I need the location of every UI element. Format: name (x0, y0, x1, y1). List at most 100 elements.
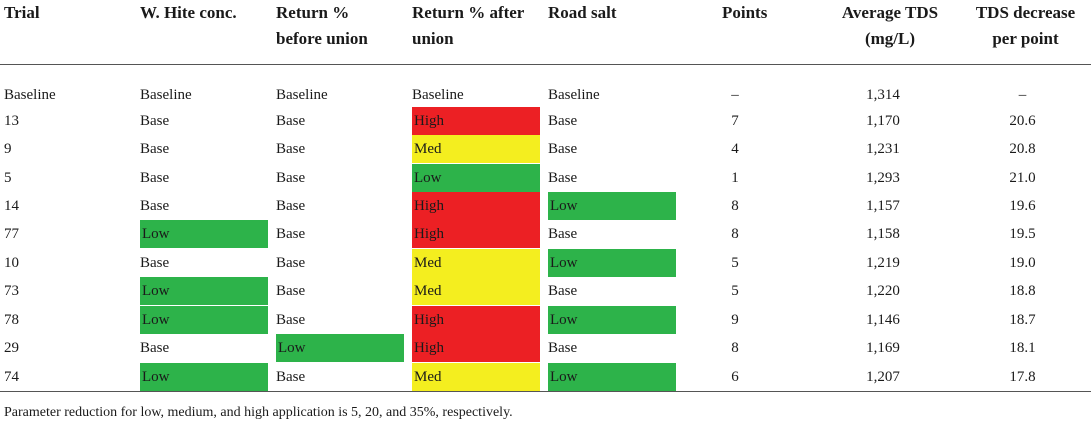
table-cell-dec: 18.7 (1009, 312, 1036, 328)
table-cell-rs: Base (548, 170, 578, 186)
table-cell-ra: High (412, 306, 540, 334)
table-cell-points: – (731, 87, 739, 103)
table-cell-rb: Base (276, 312, 306, 328)
table-row: 9 Base Base Med Base 4 1,231 20.8 (0, 135, 1091, 163)
table-cell-points: 6 (731, 369, 739, 385)
table-cell-tds: 1,220 (866, 283, 900, 299)
table-cell-whc: Base (140, 255, 170, 271)
table-cell-rs: Base (548, 283, 578, 299)
table-cell-dec: 19.6 (1009, 198, 1036, 214)
column-header-line: Average TDS (841, 3, 939, 22)
table-cell-ra: Med (412, 277, 540, 305)
column-header: W. Hite conc. (140, 0, 270, 26)
table-cell-whc: Base (140, 113, 170, 129)
table-cell-ra: Low (412, 164, 540, 192)
column-header-line: (mg/L) (864, 29, 916, 48)
table-cell-whc: Low (140, 277, 268, 305)
table-cell-dec: 18.8 (1009, 283, 1036, 299)
table-cell-trial: 10 (4, 255, 19, 271)
table-cell-tds: 1,158 (866, 226, 900, 242)
table-cell-rs: Base (548, 141, 578, 157)
table-row: 10 Base Base Med Low 5 1,219 19.0 (0, 249, 1091, 277)
table-cell-tds: 1,231 (866, 141, 900, 157)
table-cell-points: 7 (731, 113, 739, 129)
column-header: TDS decrease per point (963, 0, 1088, 52)
table-cell-tds: 1,314 (866, 87, 900, 103)
table-cell-tds: 1,219 (866, 255, 900, 271)
column-header-line: W. Hite conc. (140, 3, 237, 22)
table-cell-points: 8 (731, 340, 739, 356)
column-header: Road salt (548, 0, 678, 26)
table-row: 73 Low Base Med Base 5 1,220 18.8 (0, 277, 1091, 305)
table-cell-dec: 20.6 (1009, 113, 1036, 129)
table-cell-rb: Base (276, 255, 306, 271)
table-row: 74 Low Base Med Low 6 1,207 17.8 (0, 363, 1091, 391)
table-cell-dec: 19.0 (1009, 255, 1036, 271)
column-header: Average TDS (mg/L) (830, 0, 950, 52)
table-cell-trial: 73 (4, 283, 19, 299)
column-header-line: before union (276, 29, 368, 48)
column-header-line: per point (992, 29, 1059, 48)
table-cell-rb: Base (276, 170, 306, 186)
table-cell-dec: 17.8 (1009, 369, 1036, 385)
table-row: 13 Base Base High Base 7 1,170 20.6 (0, 107, 1091, 135)
column-header: Points (722, 0, 802, 26)
table-row: 5 Base Base Low Base 1 1,293 21.0 (0, 164, 1091, 192)
table-row: 29 Base Low High Base 8 1,169 18.1 (0, 334, 1091, 362)
table-cell-rs: Low (548, 306, 676, 334)
bottom-rule (0, 391, 1091, 392)
table-cell-tds: 1,169 (866, 340, 900, 356)
table-cell-tds: 1,207 (866, 369, 900, 385)
table-cell-trial: 13 (4, 113, 19, 129)
column-header: Return % before union (276, 0, 406, 52)
table-cell-points: 5 (731, 255, 739, 271)
table-cell-trial: Baseline (4, 87, 56, 103)
table-cell-whc: Base (140, 170, 170, 186)
table-cell-tds: 1,293 (866, 170, 900, 186)
table-cell-points: 9 (731, 312, 739, 328)
column-header-line: Road salt (548, 3, 617, 22)
table-cell-rs: Low (548, 363, 676, 391)
table-cell-trial: 77 (4, 226, 19, 242)
table-cell-ra: Med (412, 249, 540, 277)
table-cell-points: 8 (731, 198, 739, 214)
table-cell-dec: 20.8 (1009, 141, 1036, 157)
table-cell-tds: 1,146 (866, 312, 900, 328)
table-cell-whc: Low (140, 306, 268, 334)
table-cell-rb: Base (276, 226, 306, 242)
table-cell-points: 1 (731, 170, 739, 186)
table-cell-rb: Base (276, 198, 306, 214)
column-header-line: Return % after (412, 3, 525, 22)
table-cell-trial: 5 (4, 170, 12, 186)
column-header-line: TDS decrease (975, 3, 1076, 22)
table-cell-tds: 1,157 (866, 198, 900, 214)
column-header-line: union (412, 29, 454, 48)
table-cell-trial: 74 (4, 369, 19, 385)
table-footnote: Parameter reduction for low, medium, and… (4, 405, 513, 420)
table-row: 78 Low Base High Low 9 1,146 18.7 (0, 306, 1091, 334)
table-cell-whc: Low (140, 220, 268, 248)
table-cell-ra: High (412, 220, 540, 248)
table-cell-ra: High (412, 107, 540, 135)
table-cell-dec: 18.1 (1009, 340, 1036, 356)
table-row: 14 Base Base High Low 8 1,157 19.6 (0, 192, 1091, 220)
table-cell-rb: Baseline (276, 87, 328, 103)
table-cell-points: 8 (731, 226, 739, 242)
table-cell-points: 5 (731, 283, 739, 299)
table-cell-dec: 19.5 (1009, 226, 1036, 242)
table-cell-rb: Base (276, 283, 306, 299)
column-header: Return % after union (412, 0, 542, 52)
table-cell-rs: Base (548, 113, 578, 129)
table-cell-dec: – (1018, 87, 1027, 103)
table-row: Baseline Baseline Baseline Baseline Baseline… (0, 81, 1091, 109)
table-cell-trial: 29 (4, 340, 19, 356)
table-cell-trial: 78 (4, 312, 19, 328)
table-cell-rs: Base (548, 226, 578, 242)
table-cell-rb: Base (276, 141, 306, 157)
table-cell-whc: Base (140, 198, 170, 214)
table-cell-dec: 21.0 (1009, 170, 1036, 186)
table-header: Trial W. Hite conc. Return % before union Re… (0, 0, 1091, 60)
table-cell-ra: Baseline (412, 87, 464, 103)
table-cell-whc: Base (140, 340, 170, 356)
table-cell-trial: 9 (4, 141, 12, 157)
